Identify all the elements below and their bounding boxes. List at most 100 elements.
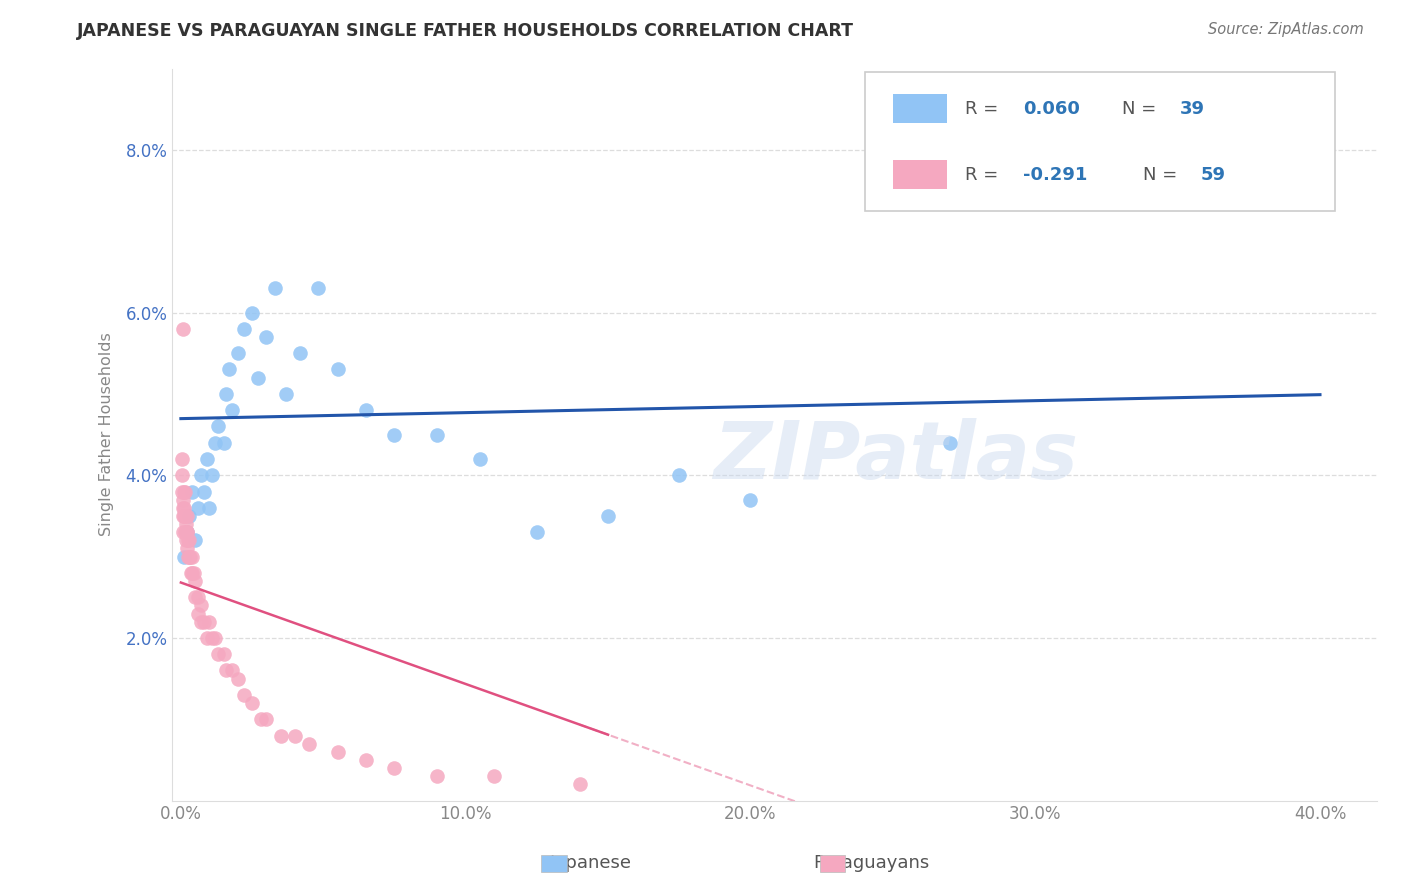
Point [172,492,194,507]
Point [183,566,205,580]
Point [181,566,204,580]
Point [172,500,194,515]
Point [284,729,307,743]
Point [482,769,505,783]
Point [212,647,235,661]
Text: -0.291: -0.291 [1022,166,1087,184]
Point [174,525,197,540]
Point [187,500,209,515]
Point [226,672,249,686]
Point [215,664,238,678]
Point [177,549,200,564]
Point [240,305,263,319]
Point [173,484,195,499]
Point [173,484,195,499]
Point [190,599,212,613]
Point [939,435,962,450]
Text: Paraguayans: Paraguayans [814,855,929,872]
Point [740,492,762,507]
Text: R =: R = [965,166,1004,184]
Point [290,346,312,360]
Text: JAPANESE VS PARAGUAYAN SINGLE FATHER HOUSEHOLDS CORRELATION CHART: JAPANESE VS PARAGUAYAN SINGLE FATHER HOU… [77,22,855,40]
Point [173,508,195,523]
Point [184,591,207,605]
Point [221,403,243,417]
Point [190,468,212,483]
Text: 0.060: 0.060 [1022,100,1080,118]
Point [221,664,243,678]
Point [198,615,221,629]
Text: R =: R = [965,100,1004,118]
Point [176,525,198,540]
Point [198,500,221,515]
Point [181,484,204,499]
Point [172,452,194,467]
Point [172,525,194,540]
Point [184,574,207,588]
Point [263,281,285,295]
Point [226,346,249,360]
Point [668,468,690,483]
Point [193,484,215,499]
Point [204,631,226,645]
Point [215,387,238,401]
Point [240,696,263,710]
Point [177,533,200,548]
Point [426,769,449,783]
Point [354,403,377,417]
Point [218,362,240,376]
Point [172,508,194,523]
Point [193,615,215,629]
Point [354,753,377,767]
Point [212,435,235,450]
Point [201,631,224,645]
Point [176,541,198,556]
Point [187,607,209,621]
Point [249,712,271,726]
Point [298,737,321,751]
Text: 39: 39 [1180,100,1205,118]
Text: ZIPatlas: ZIPatlas [713,417,1077,496]
FancyBboxPatch shape [893,160,946,189]
Point [596,508,619,523]
Point [176,508,198,523]
Text: N =: N = [1143,166,1184,184]
Point [207,419,229,434]
Point [232,322,254,336]
Point [1223,175,1246,189]
Point [172,322,194,336]
Point [232,688,254,702]
Point [426,427,449,442]
Point [254,712,277,726]
Text: 59: 59 [1201,166,1226,184]
Point [568,777,591,791]
Point [176,525,198,540]
Point [384,761,406,775]
Point [170,484,193,499]
Point [1081,167,1104,181]
Point [190,615,212,629]
Y-axis label: Single Father Households: Single Father Households [100,333,114,536]
Point [246,370,269,384]
Point [174,508,197,523]
Text: N =: N = [1122,100,1161,118]
Text: Source: ZipAtlas.com: Source: ZipAtlas.com [1208,22,1364,37]
Point [179,549,201,564]
Point [526,525,548,540]
Point [254,330,277,344]
Point [207,647,229,661]
Point [181,549,204,564]
Point [326,362,349,376]
Point [270,729,292,743]
Point [184,533,207,548]
Point [179,549,201,564]
FancyBboxPatch shape [865,72,1334,211]
Point [170,468,193,483]
Point [195,452,218,467]
Point [174,516,197,531]
Point [174,533,197,548]
Point [195,631,218,645]
Point [204,435,226,450]
Point [173,500,195,515]
Point [173,508,195,523]
